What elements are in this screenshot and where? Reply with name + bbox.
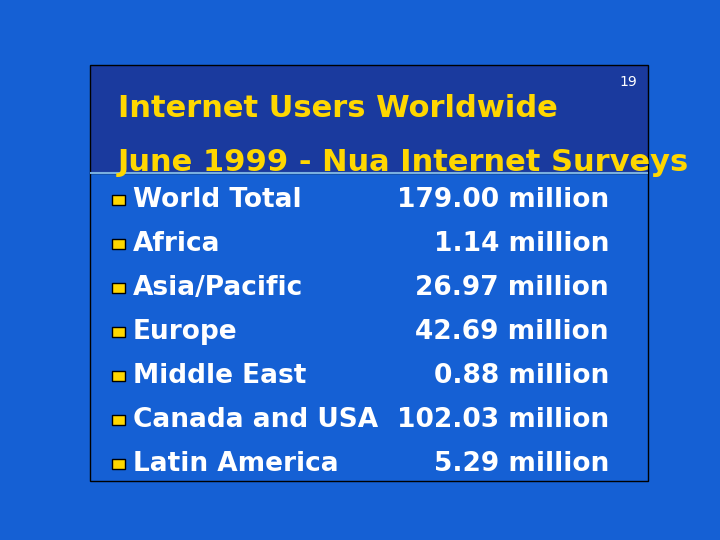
Text: Middle East: Middle East <box>133 363 306 389</box>
Text: 19: 19 <box>619 75 637 89</box>
Text: 5.29 million: 5.29 million <box>433 451 609 477</box>
FancyBboxPatch shape <box>112 195 125 205</box>
Text: 1.14 million: 1.14 million <box>433 231 609 257</box>
Text: June 1999 - Nua Internet Surveys: June 1999 - Nua Internet Surveys <box>118 148 689 177</box>
Text: Africa: Africa <box>133 231 220 257</box>
Text: Latin America: Latin America <box>133 451 338 477</box>
Text: 102.03 million: 102.03 million <box>397 407 609 433</box>
Text: Europe: Europe <box>133 319 238 345</box>
Text: Asia/Pacific: Asia/Pacific <box>133 275 303 301</box>
Text: 42.69 million: 42.69 million <box>415 319 609 345</box>
Text: 0.88 million: 0.88 million <box>433 363 609 389</box>
FancyBboxPatch shape <box>90 65 648 173</box>
FancyBboxPatch shape <box>90 173 648 481</box>
Text: Canada and USA: Canada and USA <box>133 407 378 433</box>
Text: Internet Users Worldwide: Internet Users Worldwide <box>118 94 558 123</box>
Text: 26.97 million: 26.97 million <box>415 275 609 301</box>
FancyBboxPatch shape <box>112 284 125 293</box>
FancyBboxPatch shape <box>112 415 125 424</box>
Text: 179.00 million: 179.00 million <box>397 187 609 213</box>
Text: World Total: World Total <box>133 187 302 213</box>
FancyBboxPatch shape <box>112 239 125 248</box>
FancyBboxPatch shape <box>112 327 125 336</box>
FancyBboxPatch shape <box>112 372 125 381</box>
FancyBboxPatch shape <box>112 460 125 469</box>
